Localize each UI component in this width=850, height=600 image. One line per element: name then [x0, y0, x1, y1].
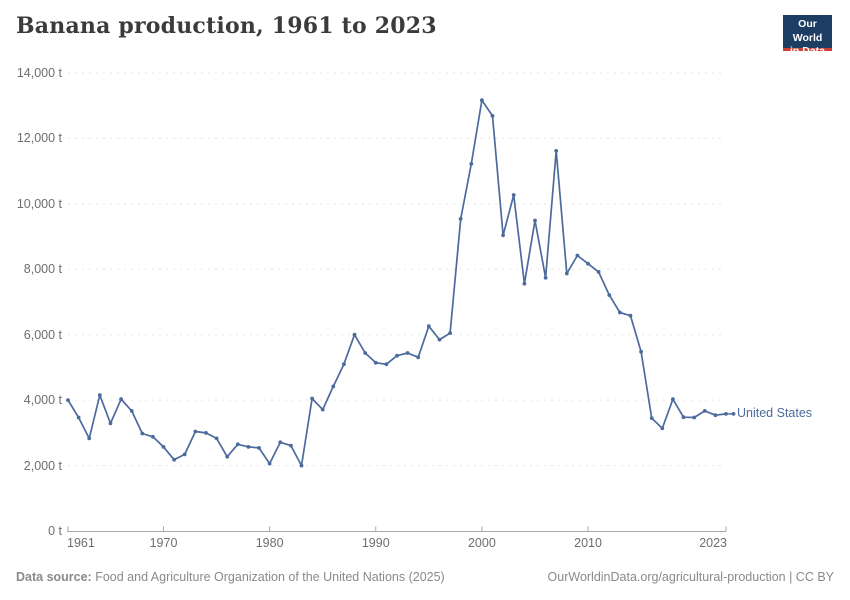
data-point[interactable]: [437, 337, 442, 342]
data-point[interactable]: [172, 457, 177, 462]
data-point[interactable]: [554, 149, 559, 153]
data-point[interactable]: [469, 162, 474, 166]
x-tick-label: 2000: [467, 536, 496, 550]
data-point[interactable]: [289, 443, 293, 448]
data-point[interactable]: [458, 217, 463, 221]
data-point[interactable]: [267, 461, 272, 466]
data-point[interactable]: [564, 271, 569, 276]
data-point[interactable]: [405, 351, 410, 355]
data-point[interactable]: [448, 331, 452, 335]
footer-citation-link[interactable]: OurWorldinData.org/agricultural-producti…: [547, 570, 834, 584]
data-point[interactable]: [246, 445, 251, 449]
data-point[interactable]: [331, 384, 336, 389]
y-tick-label: 10,000 t: [16, 196, 62, 211]
data-point[interactable]: [416, 355, 421, 360]
owid-logo-line2: in Data: [789, 45, 825, 58]
data-source-text: Food and Agriculture Organization of the…: [91, 570, 445, 584]
data-point[interactable]: [87, 436, 92, 441]
data-point[interactable]: [76, 415, 81, 420]
data-point[interactable]: [310, 396, 314, 401]
data-point[interactable]: [533, 218, 537, 223]
data-point[interactable]: [108, 421, 113, 426]
data-point[interactable]: [490, 114, 495, 118]
data-point[interactable]: [607, 293, 612, 297]
x-tick-label: 1961: [67, 536, 95, 550]
data-point[interactable]: [586, 261, 590, 266]
data-point[interactable]: [649, 416, 654, 420]
data-point[interactable]: [342, 362, 346, 367]
data-point[interactable]: [522, 281, 527, 286]
data-point[interactable]: [384, 362, 389, 367]
data-point[interactable]: [257, 446, 261, 450]
y-tick-label: 4,000 t: [23, 393, 62, 408]
x-tick-label: 1990: [361, 536, 390, 550]
y-tick-label: 8,000 t: [23, 262, 62, 277]
y-tick-label: 2,000 t: [23, 458, 62, 473]
data-point[interactable]: [66, 398, 70, 402]
data-point[interactable]: [225, 454, 230, 459]
y-tick-label: 14,000 t: [16, 66, 62, 80]
series-end-label[interactable]: United States: [737, 406, 813, 421]
data-point[interactable]: [639, 349, 643, 354]
series-line[interactable]: [67, 99, 727, 467]
data-point[interactable]: [151, 434, 155, 439]
data-point[interactable]: [363, 351, 368, 355]
data-point[interactable]: [660, 426, 665, 431]
data-point[interactable]: [373, 360, 378, 365]
data-point[interactable]: [193, 429, 198, 434]
data-point[interactable]: [543, 275, 548, 280]
data-point[interactable]: [724, 412, 728, 416]
chart-footer: Data source: Food and Agriculture Organi…: [16, 570, 834, 585]
data-point[interactable]: [671, 397, 675, 402]
data-point[interactable]: [161, 445, 166, 449]
data-point[interactable]: [511, 193, 516, 197]
label-connector-dot: [731, 411, 736, 416]
data-source-note: Data source: Food and Agriculture Organi…: [16, 570, 445, 585]
data-point[interactable]: [129, 409, 134, 413]
data-point[interactable]: [596, 270, 601, 274]
data-point[interactable]: [320, 407, 325, 412]
data-point[interactable]: [426, 324, 431, 329]
x-tick-label: 2010: [574, 536, 602, 550]
data-point[interactable]: [214, 436, 219, 441]
data-point[interactable]: [204, 431, 208, 435]
page-title: Banana production, 1961 to 2023: [16, 13, 437, 39]
data-point[interactable]: [618, 310, 622, 315]
owid-logo-line1: Our World: [792, 18, 823, 44]
data-point[interactable]: [235, 442, 240, 447]
data-point[interactable]: [97, 393, 102, 398]
data-point[interactable]: [278, 440, 283, 445]
data-point[interactable]: [119, 397, 123, 402]
x-tick-label: 1970: [149, 536, 178, 550]
data-point[interactable]: [713, 413, 718, 418]
y-tick-label: 0 t: [48, 524, 62, 538]
data-point[interactable]: [501, 233, 505, 238]
y-tick-label: 12,000 t: [16, 131, 62, 146]
data-point[interactable]: [575, 253, 580, 258]
data-point[interactable]: [480, 98, 484, 103]
y-tick-label: 6,000 t: [23, 327, 62, 342]
x-tick-label: 2023: [699, 536, 727, 550]
data-point[interactable]: [702, 409, 707, 413]
data-source-label: Data source:: [16, 570, 92, 584]
data-point[interactable]: [140, 431, 145, 436]
data-point[interactable]: [628, 313, 633, 318]
data-point[interactable]: [692, 415, 697, 420]
data-point[interactable]: [681, 415, 686, 420]
x-tick-label: 1980: [255, 536, 284, 550]
data-point[interactable]: [352, 332, 357, 337]
data-point[interactable]: [182, 452, 187, 457]
data-point[interactable]: [395, 353, 399, 358]
data-point[interactable]: [299, 463, 304, 468]
owid-logo[interactable]: Our World in Data: [783, 15, 832, 57]
